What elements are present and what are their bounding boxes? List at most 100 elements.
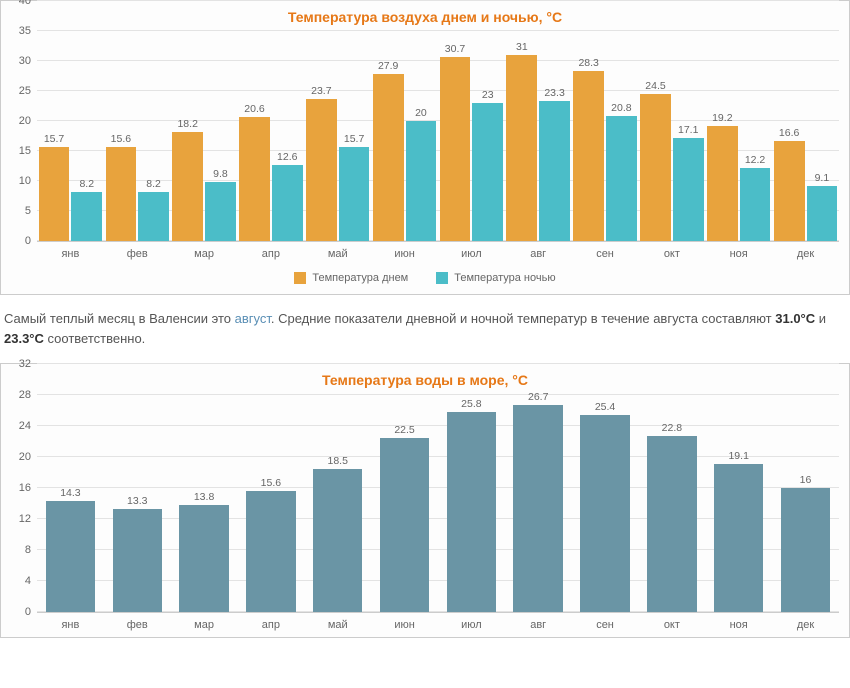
water-x-axis: янвфевмарапрмайиюниюлавгсеноктноядек xyxy=(37,612,839,637)
bar-value-label: 15.7 xyxy=(44,133,64,145)
bar-value-label: 23 xyxy=(482,89,494,101)
bar-value-label: 12.6 xyxy=(277,151,297,163)
legend-label: Температура днем xyxy=(312,272,408,284)
bar-wrap: 15.6 xyxy=(246,477,295,612)
bar xyxy=(71,192,102,241)
bar-wrap: 24.5 xyxy=(640,80,671,241)
y-tick: 0 xyxy=(25,606,31,618)
air-plot: 0510152025303540 15.78.215.68.218.29.820… xyxy=(1,1,849,241)
air-y-axis: 0510152025303540 xyxy=(1,1,37,241)
bar-wrap: 23 xyxy=(472,89,503,241)
bar xyxy=(472,103,503,241)
caption-text: . Средние показатели дневной и ночной те… xyxy=(271,311,775,326)
bar-wrap: 28.3 xyxy=(573,57,604,241)
x-tick: ноя xyxy=(705,242,772,266)
x-tick: мар xyxy=(171,613,238,637)
legend-swatch xyxy=(294,272,306,284)
bar xyxy=(807,186,838,241)
bar-group: 15.68.2 xyxy=(104,133,171,241)
x-tick: сен xyxy=(572,613,639,637)
x-tick: апр xyxy=(237,242,304,266)
y-tick: 32 xyxy=(19,358,31,370)
bar-value-label: 31 xyxy=(516,41,528,53)
x-tick: июн xyxy=(371,613,438,637)
bar xyxy=(781,488,830,612)
bar-value-label: 23.7 xyxy=(311,85,331,97)
y-tick: 10 xyxy=(19,175,31,187)
bar-wrap: 26.7 xyxy=(513,391,562,612)
bar xyxy=(113,509,162,612)
water-plot: 048121620242832 14.3 13.3 13.815.618.5 22.5… xyxy=(1,364,849,612)
bar xyxy=(539,101,570,241)
bar-value-label: 24.5 xyxy=(645,80,665,92)
bar-group: 22.8 xyxy=(638,422,705,613)
bar-wrap: 8.2 xyxy=(71,178,102,241)
y-tick: 12 xyxy=(19,513,31,525)
air-temp-chart: Температура воздуха днем и ночью, °C 051… xyxy=(0,0,850,295)
x-tick: май xyxy=(304,242,371,266)
bar-value-label: 13.3 xyxy=(127,495,147,507)
bar xyxy=(205,182,236,241)
bar xyxy=(239,117,270,241)
x-tick: май xyxy=(304,613,371,637)
bar-group: 30.7 23 xyxy=(438,43,505,241)
warmest-month-link[interactable]: август xyxy=(235,311,271,326)
caption-paragraph: Самый теплый месяц в Валенсии это август… xyxy=(4,309,846,349)
bar-value-label: 19.1 xyxy=(728,450,748,462)
bar-wrap: 30.7 xyxy=(440,43,471,241)
bar-group: 13.8 xyxy=(171,491,238,612)
air-bars-area: 15.78.215.68.218.29.820.612.623.715.727.… xyxy=(37,1,849,241)
bar xyxy=(606,116,637,241)
y-tick: 15 xyxy=(19,145,31,157)
x-tick: янв xyxy=(37,242,104,266)
bar-value-label: 16 xyxy=(800,474,812,486)
bar-wrap: 18.2 xyxy=(172,118,203,241)
caption-text: Самый теплый месяц в Валенсии это xyxy=(4,311,235,326)
bar-wrap: 27.9 xyxy=(373,60,404,241)
caption-text: и xyxy=(815,311,826,326)
x-tick: дек xyxy=(772,613,839,637)
bar-wrap: 19.2 xyxy=(707,112,738,241)
bar xyxy=(506,55,537,241)
y-tick: 4 xyxy=(25,575,31,587)
bar xyxy=(138,192,169,241)
bar-value-label: 8.2 xyxy=(146,178,161,190)
bar xyxy=(339,147,370,241)
bar-value-label: 20.8 xyxy=(611,102,631,114)
legend-item: Температура днем xyxy=(294,272,408,284)
legend-swatch xyxy=(436,272,448,284)
water-temp-chart: Температура воды в море, °C 048121620242… xyxy=(0,363,850,638)
bar-value-label: 8.2 xyxy=(79,178,94,190)
bar xyxy=(673,138,704,241)
bar-value-label: 16.6 xyxy=(779,127,799,139)
bar xyxy=(179,505,228,612)
bar xyxy=(707,126,738,241)
bar-value-label: 30.7 xyxy=(445,43,465,55)
bar-value-label: 9.1 xyxy=(815,172,830,184)
bar-wrap: 25.4 xyxy=(580,401,629,612)
bar-group: 28.3 20.8 xyxy=(572,57,639,241)
bar-group: 14.3 xyxy=(37,487,104,612)
bar-wrap: 22.5 xyxy=(380,424,429,612)
x-tick: апр xyxy=(237,613,304,637)
bar-group: 13.3 xyxy=(104,495,171,612)
air-legend: Температура днем Температура ночью xyxy=(1,266,849,294)
bar xyxy=(380,438,429,612)
bar-value-label: 22.5 xyxy=(394,424,414,436)
bar-group: 20.612.6 xyxy=(237,103,304,241)
bar xyxy=(573,71,604,241)
bar-group: 18.5 xyxy=(304,455,371,612)
legend-label: Температура ночью xyxy=(454,272,555,284)
bar xyxy=(774,141,805,241)
bar-group: 27.920 xyxy=(371,60,438,241)
bar xyxy=(106,147,137,241)
bar xyxy=(313,469,362,612)
y-tick: 20 xyxy=(19,451,31,463)
bar-wrap: 17.1 xyxy=(673,124,704,241)
bar-value-label: 25.4 xyxy=(595,401,615,413)
water-y-axis: 048121620242832 xyxy=(1,364,37,612)
x-tick: окт xyxy=(638,242,705,266)
x-tick: окт xyxy=(638,613,705,637)
bar-value-label: 27.9 xyxy=(378,60,398,72)
bar-group: 15.7 8.2 xyxy=(37,133,104,241)
